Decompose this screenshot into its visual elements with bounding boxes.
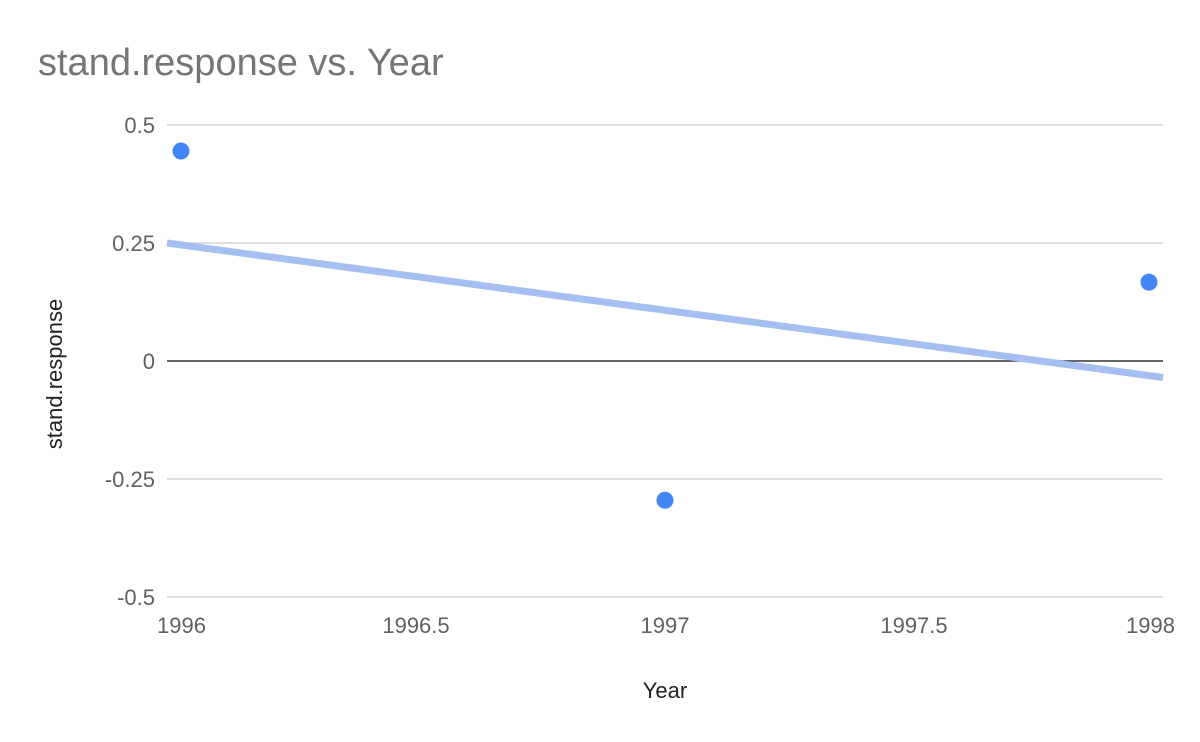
chart-title: stand.response vs. Year (38, 42, 444, 84)
data-point (1140, 273, 1158, 291)
y-tick-label: 0.5 (124, 113, 155, 138)
y-tick-label: -0.5 (117, 585, 155, 610)
x-tick-label: 1996 (157, 613, 206, 638)
grid-lines (167, 124, 1163, 598)
y-tick-label: 0 (143, 349, 155, 374)
trendline-group (166, 239, 1164, 381)
x-tick-label: 1997.5 (880, 613, 947, 638)
y-tick-label: 0.25 (112, 231, 155, 256)
data-point (656, 491, 674, 509)
y-axis-label: stand.response (42, 299, 67, 449)
x-axis-label: Year (643, 678, 687, 703)
y-tick-label: -0.25 (105, 467, 155, 492)
y-tick-labels: 0.5 0.25 0 -0.25 -0.5 (105, 113, 155, 610)
data-points (172, 142, 1158, 509)
x-tick-label: 1998 (1126, 613, 1175, 638)
trendline (166, 239, 1164, 381)
x-tick-label: 1997 (641, 613, 690, 638)
x-tick-label: 1996.5 (382, 613, 449, 638)
data-point (172, 142, 190, 160)
x-tick-labels: 1996 1996.5 1997 1997.5 1998 (157, 613, 1175, 638)
